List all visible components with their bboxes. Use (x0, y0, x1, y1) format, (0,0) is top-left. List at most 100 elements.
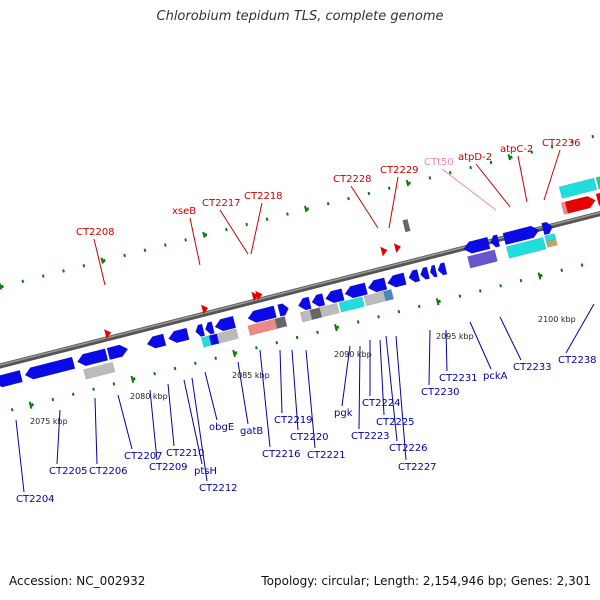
gene-label-lower: pckA (483, 371, 508, 382)
tick-mark-lower (214, 356, 218, 360)
tick-mark-upper (163, 243, 167, 247)
tick-mark-lower (377, 315, 380, 319)
gene-feature (560, 201, 569, 215)
label-leader (358, 345, 361, 430)
gene-feature (402, 218, 411, 233)
tick-mark-upper (428, 176, 432, 180)
trna-marker (393, 243, 401, 253)
tick-mark-upper (306, 207, 310, 211)
gene-label-upper: CT2229 (380, 165, 419, 176)
label-leader (445, 329, 448, 372)
tick-mark-upper (448, 171, 452, 175)
kbp-label: 2090 kbp (334, 350, 372, 359)
tick-mark-upper (387, 186, 391, 190)
kbp-label: 2085 kbp (232, 371, 270, 380)
gene-feature (408, 269, 421, 283)
major-tick (232, 349, 236, 358)
gene-feature (247, 305, 277, 323)
gene-label-lower: CT2230 (421, 387, 460, 398)
label-leader (499, 316, 522, 361)
gene-feature (146, 333, 167, 349)
gene-feature (83, 361, 116, 380)
tick-mark-upper (408, 181, 411, 185)
label-leader (379, 339, 385, 416)
tick-mark-upper (143, 248, 147, 252)
tick-mark-upper (367, 191, 371, 196)
gene-feature (541, 221, 554, 236)
gene-feature (24, 356, 76, 380)
tick-mark-lower (458, 294, 462, 298)
gene-label-lower: gatB (240, 426, 263, 437)
kbp-label: 2075 kbp (30, 417, 68, 426)
gene-label-lower: CT2223 (351, 431, 390, 442)
gene-label-upper: CT2208 (76, 227, 115, 238)
gene-feature (77, 348, 109, 367)
gene-feature (467, 249, 498, 269)
gene-feature (168, 327, 190, 344)
gene-feature (344, 282, 369, 299)
label-leader (149, 389, 158, 461)
gene-label-upper: CT2228 (333, 174, 372, 185)
gene-feature (429, 264, 438, 278)
label-leader (167, 383, 175, 447)
tick-mark-lower (31, 402, 34, 407)
label-leader (305, 349, 316, 449)
gene-feature (274, 316, 288, 329)
gene-feature (595, 176, 600, 190)
tick-mark-lower (275, 340, 279, 345)
label-leader (189, 217, 201, 266)
gene-label-upper: atpC-2 (500, 144, 533, 155)
tick-mark-lower (397, 309, 401, 314)
gene-label-lower: pgk (334, 408, 353, 419)
tick-mark-lower (255, 346, 258, 350)
gene-label-lower: ptsH (194, 466, 217, 477)
tick-mark-lower (153, 371, 156, 376)
gene-feature (216, 328, 239, 344)
gene-label-lower: CT2224 (362, 398, 401, 409)
kbp-label: 2100 kbp (538, 315, 576, 324)
gene-label-lower: CT2209 (149, 462, 188, 473)
tick-mark-upper (265, 217, 269, 221)
label-leader (469, 321, 492, 370)
tick-mark-upper (204, 233, 208, 237)
tick-mark-upper (469, 165, 472, 170)
gene-label-upper: CT2236 (542, 138, 581, 149)
major-tick (0, 283, 3, 290)
kbp-label: 2080 kbp (130, 392, 168, 401)
tick-mark-upper (245, 222, 249, 227)
label-leader (385, 335, 398, 442)
label-leader (475, 163, 511, 208)
gene-feature (463, 236, 491, 254)
gene-feature (277, 303, 289, 317)
tick-mark-lower (132, 377, 136, 381)
gene-label-lower: CT2216 (262, 449, 301, 460)
label-leader (395, 335, 407, 461)
gene-feature (437, 262, 448, 276)
gene-label-lower: CT2221 (307, 450, 346, 461)
gene-label-lower: CT2220 (290, 432, 329, 443)
gene-feature (383, 289, 394, 302)
label-leader (204, 371, 218, 421)
tick-mark-lower (580, 263, 584, 267)
tick-mark-upper (591, 134, 595, 139)
gene-feature (545, 238, 558, 248)
label-leader (517, 155, 528, 203)
tick-mark-upper (550, 145, 554, 149)
tick-mark-upper (184, 238, 188, 242)
major-tick (334, 324, 338, 332)
gene-feature (0, 369, 23, 388)
tick-mark-lower (112, 382, 116, 386)
summary-text: Topology: circular; Length: 2,154,946 bp… (261, 574, 591, 588)
tick-mark-upper (530, 150, 534, 154)
label-leader (291, 349, 299, 431)
tick-mark-upper (21, 279, 25, 283)
tick-mark-lower (560, 268, 564, 272)
major-tick (130, 375, 135, 383)
tick-mark-lower (10, 408, 14, 412)
tick-mark-upper (41, 274, 45, 278)
tick-mark-lower (356, 320, 360, 324)
gene-feature (564, 195, 596, 214)
gene-label-upper: CT2218 (244, 191, 283, 202)
gene-feature (311, 293, 326, 307)
